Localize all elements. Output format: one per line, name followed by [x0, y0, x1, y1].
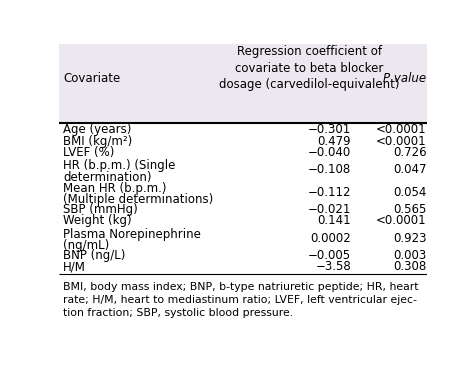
Text: (Multiple determinations): (Multiple determinations)	[63, 193, 213, 206]
Text: −3.58: −3.58	[316, 260, 351, 273]
Text: (ng/mL): (ng/mL)	[63, 239, 109, 252]
Text: −0.005: −0.005	[308, 249, 351, 262]
Text: SBP (mmHg): SBP (mmHg)	[63, 203, 137, 216]
Text: <0.0001: <0.0001	[376, 214, 427, 228]
Text: P value: P value	[383, 72, 427, 85]
Text: 0.054: 0.054	[393, 186, 427, 199]
Text: Regression coefficient of
covariate to beta blocker
dosage (carvedilol-equivalen: Regression coefficient of covariate to b…	[219, 45, 399, 92]
Text: BMI, body mass index; BNP, b-type natriuretic peptide; HR, heart
rate; H/M, hear: BMI, body mass index; BNP, b-type natriu…	[63, 282, 419, 318]
FancyBboxPatch shape	[59, 44, 427, 123]
Text: −0.301: −0.301	[308, 123, 351, 137]
Text: −0.021: −0.021	[308, 203, 351, 216]
Text: −0.112: −0.112	[308, 186, 351, 199]
Text: 0.047: 0.047	[393, 163, 427, 176]
Text: Covariate: Covariate	[63, 72, 120, 85]
Text: determination): determination)	[63, 171, 151, 184]
Text: 0.726: 0.726	[393, 146, 427, 159]
Text: 0.308: 0.308	[393, 260, 427, 273]
Text: −0.040: −0.040	[308, 146, 351, 159]
Text: Age (years): Age (years)	[63, 123, 131, 137]
Text: 0.0002: 0.0002	[310, 232, 351, 244]
Text: Weight (kg): Weight (kg)	[63, 214, 132, 228]
Text: LVEF (%): LVEF (%)	[63, 146, 114, 159]
Text: Mean HR (b.p.m.): Mean HR (b.p.m.)	[63, 182, 166, 195]
Text: HR (b.p.m.) (Single: HR (b.p.m.) (Single	[63, 159, 175, 172]
Text: <0.0001: <0.0001	[376, 135, 427, 148]
Text: Plasma Norepinephrine: Plasma Norepinephrine	[63, 228, 201, 240]
Text: BNP (ng/L): BNP (ng/L)	[63, 249, 125, 262]
Text: H/M: H/M	[63, 260, 86, 273]
Text: 0.565: 0.565	[393, 203, 427, 216]
Text: BMI (kg/m²): BMI (kg/m²)	[63, 135, 132, 148]
Text: 0.479: 0.479	[318, 135, 351, 148]
Text: <0.0001: <0.0001	[376, 123, 427, 137]
Text: 0.923: 0.923	[393, 232, 427, 244]
Text: 0.003: 0.003	[393, 249, 427, 262]
Text: 0.141: 0.141	[318, 214, 351, 228]
Text: −0.108: −0.108	[308, 163, 351, 176]
